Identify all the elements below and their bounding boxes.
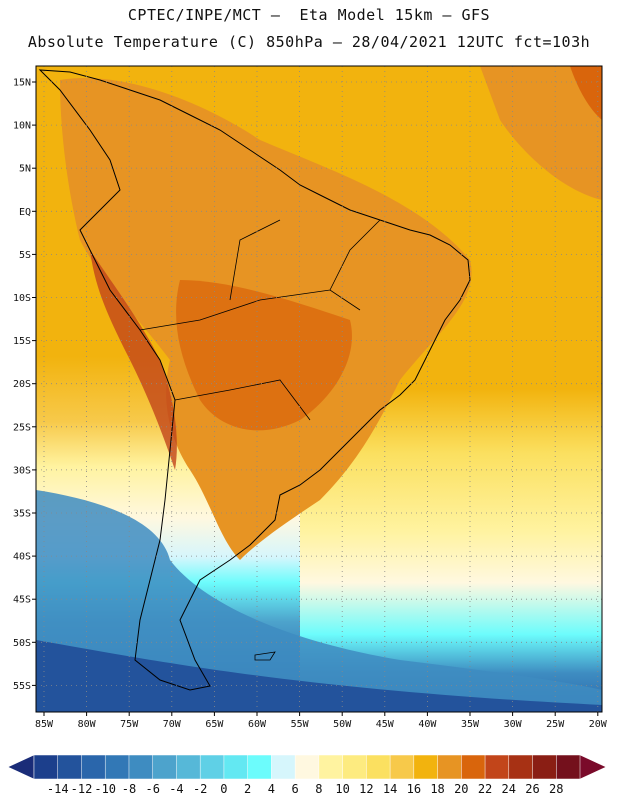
colorbar-extend-low xyxy=(7,754,35,780)
lat-label: 35S xyxy=(13,509,31,520)
map-field xyxy=(36,66,602,712)
colorbar-swatch xyxy=(247,754,272,780)
colorbar-swatch xyxy=(437,754,462,780)
colorbar-swatch xyxy=(413,754,439,780)
colorbar: -14 -12 -10 -8 -6 -4 -2 0 2 4 6 8 10 12 14 16 18 20 22 24 26… xyxy=(7,754,607,796)
lon-label: 50W xyxy=(333,719,352,730)
lat-label: 30S xyxy=(13,465,31,476)
lon-label: 25W xyxy=(546,719,565,730)
colorbar-label: -14 xyxy=(47,782,69,796)
colorbar-label: -2 xyxy=(193,782,207,796)
colorbar-swatch xyxy=(199,754,225,780)
colorbar-swatch xyxy=(532,754,557,780)
colorbar-extend-high xyxy=(579,754,607,780)
southern-ocean-cold xyxy=(36,640,602,712)
lon-label: 75W xyxy=(120,719,139,730)
lat-label: 5S xyxy=(19,250,31,261)
andes-warm-ridge xyxy=(90,250,177,470)
colorbar-label: 20 xyxy=(454,782,468,796)
colorbar-swatch xyxy=(389,754,415,780)
lon-label: 35W xyxy=(461,719,480,730)
chart-title: CPTEC/INPE/MCT – Eta Model 15km – GFS xyxy=(127,6,491,24)
lat-label: 15S xyxy=(13,336,31,347)
colorbar-label: 24 xyxy=(502,782,516,796)
lat-label: 40S xyxy=(13,552,31,563)
lon-label: 45W xyxy=(376,719,395,730)
map-frame xyxy=(35,65,603,713)
lat-label: 25S xyxy=(13,422,31,433)
lat-label: 10S xyxy=(13,293,31,304)
lat-label: 45S xyxy=(13,595,31,606)
colorbar-swatch xyxy=(81,754,106,780)
lon-label: 55W xyxy=(291,719,310,730)
chart-subtitle: Absolute Temperature (C) 850hPa – 28/04/… xyxy=(27,33,591,51)
lat-label: 55S xyxy=(13,681,31,692)
colorbar-swatch xyxy=(104,754,130,780)
lon-label: 20W xyxy=(589,719,608,730)
lon-label: 30W xyxy=(504,719,523,730)
latitude-axis: 15N 10N 5N EQ 5S 10S 15S 20S 25S 30S 35S 40S 45S 50S 5… xyxy=(13,78,36,692)
falkland-islands xyxy=(254,651,276,661)
colorbar-swatch xyxy=(57,754,83,780)
colorbar-label: 12 xyxy=(359,782,373,796)
colorbar-swatch xyxy=(461,754,486,780)
colorbar-label: -6 xyxy=(145,782,159,796)
colorbar-swatch xyxy=(508,754,534,780)
colorbar-swatch xyxy=(128,754,154,780)
lon-label: 40W xyxy=(418,719,437,730)
colorbar-label: 22 xyxy=(478,782,492,796)
colorbar-label: 6 xyxy=(292,782,299,796)
lat-label: 20S xyxy=(13,379,31,390)
country-borders xyxy=(139,219,381,421)
lat-label: EQ xyxy=(19,207,31,218)
lat-label: 15N xyxy=(13,78,31,89)
colorbar-label: -8 xyxy=(122,782,136,796)
colorbar-label: 18 xyxy=(430,782,444,796)
colorbar-label: 10 xyxy=(335,782,349,796)
lon-label: 85W xyxy=(35,719,54,730)
lon-label: 60W xyxy=(248,719,267,730)
lon-label: 80W xyxy=(78,719,97,730)
colorbar-swatch xyxy=(152,754,177,780)
lat-label: 50S xyxy=(13,638,31,649)
southern-cold-band xyxy=(36,490,602,712)
colorbar-label: -10 xyxy=(94,782,116,796)
colorbar-label: 28 xyxy=(549,782,563,796)
colorbar-label: 4 xyxy=(268,782,275,796)
colorbar-label: 16 xyxy=(407,782,421,796)
lon-label: 65W xyxy=(205,719,224,730)
longitude-axis: 85W 80W 75W 70W 65W 60W 55W 50W 45W 40W 35W 30W 25W 2… xyxy=(35,712,608,730)
colorbar-swatch xyxy=(366,754,391,780)
colorbar-label: 8 xyxy=(315,782,322,796)
colorbar-label: 14 xyxy=(383,782,397,796)
colorbar-swatch xyxy=(318,754,344,780)
coastline xyxy=(38,69,471,691)
lon-label: 70W xyxy=(163,719,182,730)
interior-hot-zone xyxy=(176,280,352,431)
lat-label: 5N xyxy=(19,164,31,175)
colorbar-swatch xyxy=(342,754,367,780)
warm-tropical-atlantic xyxy=(480,66,602,200)
colorbar-label: 2 xyxy=(244,782,251,796)
colorbar-label: -12 xyxy=(71,782,93,796)
colorbar-swatch xyxy=(33,754,59,780)
colorbar-swatch xyxy=(556,754,581,780)
colorbar-label: 0 xyxy=(220,782,227,796)
colorbar-swatch xyxy=(294,754,320,780)
colorbar-swatch xyxy=(484,754,510,780)
colorbar-label: -4 xyxy=(169,782,183,796)
hot-atlantic-corner xyxy=(570,66,602,120)
colorbar-swatch xyxy=(271,754,296,780)
colorbar-swatch xyxy=(223,754,249,780)
colorbar-label: 26 xyxy=(525,782,539,796)
lat-label: 10N xyxy=(13,121,31,132)
colorbar-swatch xyxy=(176,754,201,780)
